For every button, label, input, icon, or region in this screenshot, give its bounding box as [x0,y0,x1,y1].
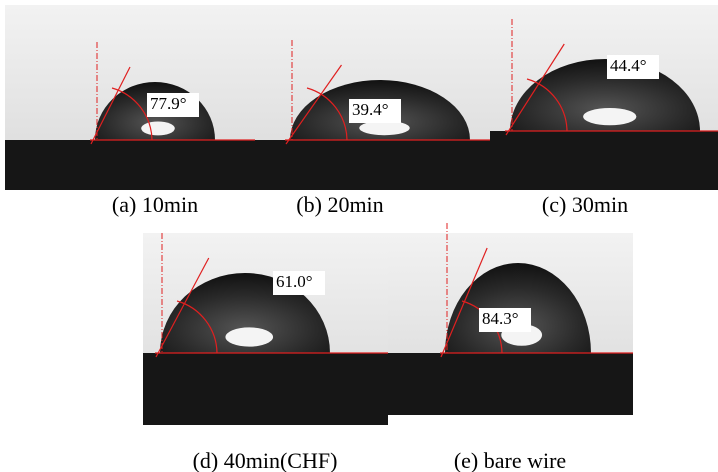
photo-panel: 39.4° [255,5,490,190]
substrate [388,353,633,415]
angle-label: 61.0° [276,272,313,291]
substrate [5,140,255,190]
panel-caption: (e) bare wire [454,448,566,472]
substrate [255,140,490,190]
panel-caption: (d) 40min(CHF) [193,448,338,472]
substrate [490,131,718,190]
panel-caption: (a) 10min [112,192,198,217]
figure: 77.9° (a) 10min 39.4° (b) 20min 44.4° (c) 30m… [0,0,718,472]
angle-label: 39.4° [352,100,389,119]
angle-label: 77.9° [150,94,187,113]
highlight [141,121,175,135]
highlight [583,108,636,125]
photo-panel: 61.0° [143,233,388,425]
substrate [143,353,388,425]
panel-caption: (b) 20min [296,192,383,217]
highlight [225,327,273,346]
photo-panel: 44.4° [490,5,718,190]
angle-label: 84.3° [482,309,519,328]
angle-label: 44.4° [610,56,647,75]
photo-panel: 84.3° [388,223,633,415]
panel-caption: (c) 30min [542,192,628,217]
photo-panel: 77.9° [5,5,255,190]
